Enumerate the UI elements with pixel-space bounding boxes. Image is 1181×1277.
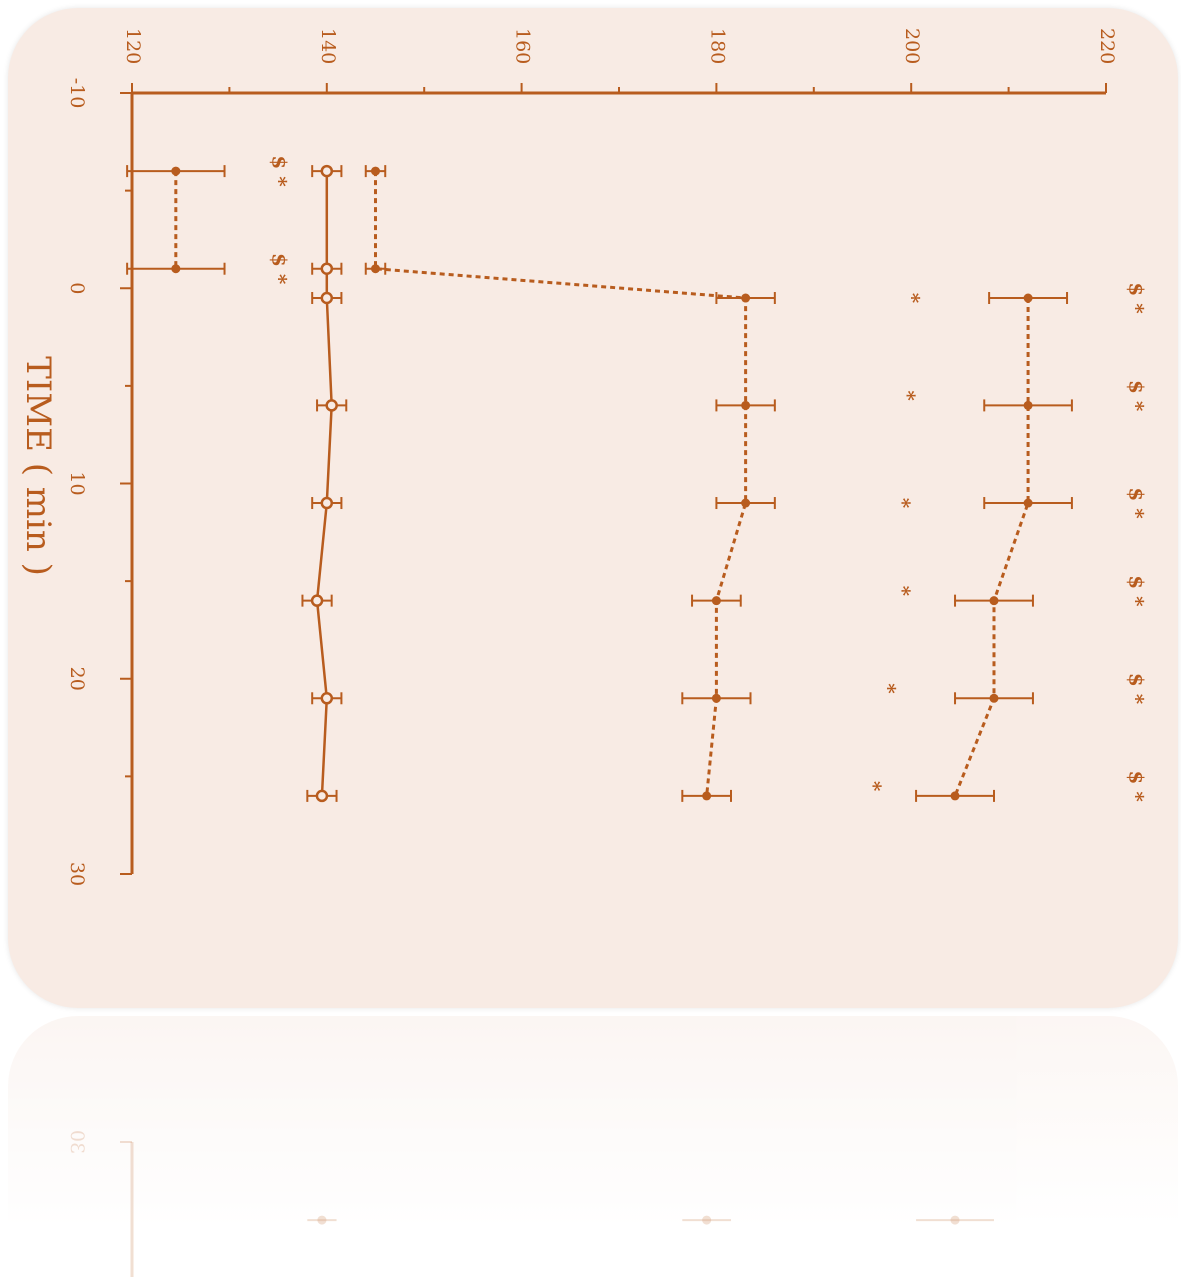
series-line xyxy=(953,298,1030,797)
significance-mark: $ * xyxy=(268,253,292,285)
significance-mark: * xyxy=(891,498,915,509)
significance-mark: $ * xyxy=(1125,380,1149,412)
x-tick-label: 10 xyxy=(66,471,88,495)
chart-reflection: 30 xyxy=(8,1016,1178,1277)
series-line xyxy=(374,171,748,797)
significance-mark: $ * xyxy=(1125,673,1149,705)
x-tick-label: 20 xyxy=(66,667,88,691)
data-point-open xyxy=(320,164,334,178)
data-point-open xyxy=(320,692,334,705)
x-tick-label: 0 xyxy=(66,282,88,294)
data-point-open xyxy=(320,291,334,305)
data-point-filled xyxy=(371,264,380,274)
data-point-open xyxy=(320,496,334,510)
data-point-filled xyxy=(989,693,999,703)
data-point-filled xyxy=(711,693,721,703)
data-point-filled xyxy=(171,264,181,274)
y-tick-label: 180 xyxy=(706,28,728,64)
significance-mark: * xyxy=(896,390,920,401)
data-point-filled xyxy=(1023,498,1033,508)
data-point-filled xyxy=(989,596,999,606)
data-point-open xyxy=(325,399,338,412)
significance-mark: * xyxy=(876,683,900,694)
x-tick-label: 30 xyxy=(66,862,88,886)
data-point-filled xyxy=(1023,400,1033,410)
data-point-filled xyxy=(371,166,380,176)
significance-mark: * xyxy=(891,586,915,597)
data-point-filled xyxy=(741,498,751,508)
data-point-open xyxy=(315,789,329,803)
chart-card: 120 140 160 180 200 220 -10 0 10 20 30 TIME ( min )… xyxy=(8,8,1178,1008)
data-point-filled xyxy=(1023,293,1033,303)
data-point-open xyxy=(310,594,324,607)
data-point-filled xyxy=(711,596,721,606)
data-point-filled xyxy=(702,791,712,801)
significance-mark: $ * xyxy=(1125,575,1149,607)
reflection-tick-label: 30 xyxy=(66,1130,88,1154)
data-point-filled xyxy=(741,400,751,410)
y-tick-label: 140 xyxy=(317,28,339,64)
significance-mark: $ * xyxy=(1125,770,1149,802)
significance-mark: * xyxy=(862,781,886,792)
significance-mark: $ * xyxy=(1125,282,1149,314)
reflection-point xyxy=(702,1215,712,1225)
reflection-point xyxy=(317,1215,327,1225)
reflection-graphic: 30 xyxy=(66,1130,994,1277)
x-tick-label: -10 xyxy=(66,78,88,109)
y-tick-label: 160 xyxy=(512,28,534,64)
significance-mark: $ * xyxy=(1125,487,1149,519)
data-point-filled xyxy=(171,166,181,176)
y-tick-label: 120 xyxy=(122,28,144,64)
significance-mark: $ * xyxy=(268,155,292,187)
y-tick-label: 220 xyxy=(1096,28,1118,64)
reflection-point xyxy=(950,1215,960,1225)
data-point-filled xyxy=(950,791,960,801)
data-point-open xyxy=(320,262,334,275)
x-axis-title: TIME ( min ) xyxy=(18,356,58,576)
chart: 120 140 160 180 200 220 -10 0 10 20 30 TIME ( min )… xyxy=(18,28,1149,886)
significance-mark: * xyxy=(901,293,925,304)
y-tick-label: 200 xyxy=(901,28,923,64)
data-point-filled xyxy=(741,293,751,303)
